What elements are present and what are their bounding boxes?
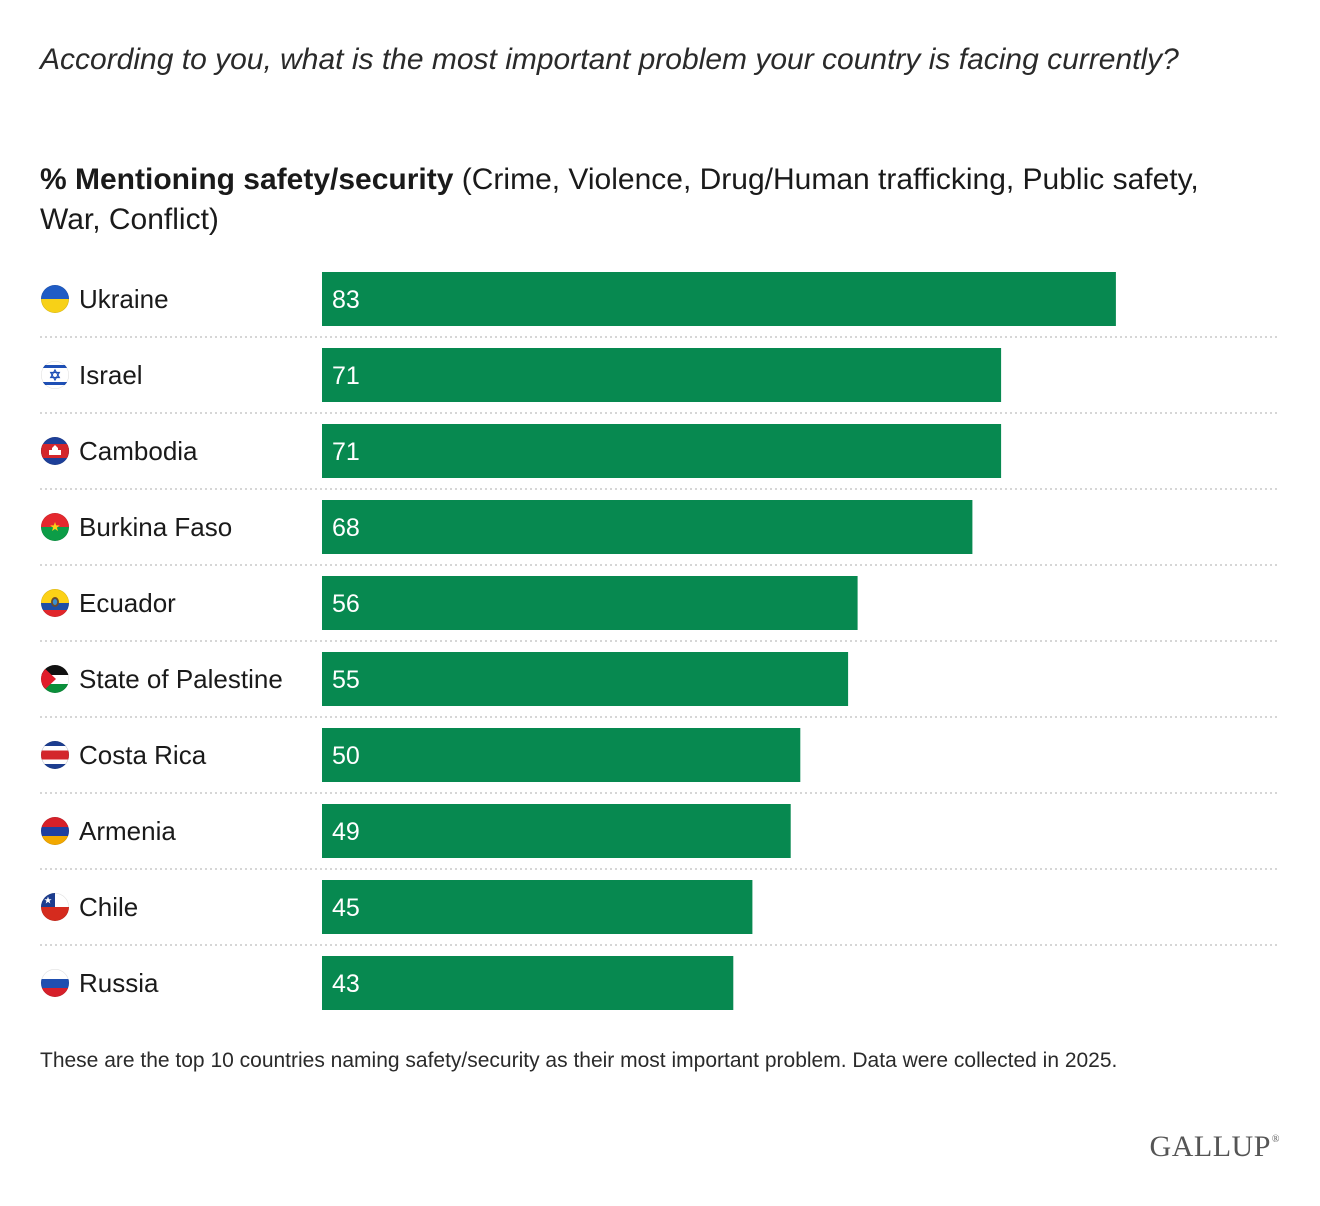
bar-value-burkina-faso: 68 (332, 514, 360, 542)
bar-burkina-faso (322, 500, 973, 554)
category-label-russia: Russia (79, 968, 159, 998)
category-label-costa-rica: Costa Rica (79, 740, 207, 770)
category-label-chile: Chile (79, 892, 138, 922)
bar-value-armenia: 49 (332, 818, 360, 846)
category-label-ecuador: Ecuador (79, 588, 176, 618)
bar-costa-rica (322, 728, 801, 782)
israel-flag-icon (41, 361, 69, 389)
gallup-logo: GALLUP® (1150, 1130, 1280, 1164)
category-label-cambodia: Cambodia (79, 436, 198, 466)
palestine-flag-icon (41, 665, 69, 693)
bar-chile (322, 880, 753, 934)
bar-value-israel: 71 (332, 362, 360, 390)
bar-value-russia: 43 (332, 970, 360, 998)
ukraine-flag-icon (41, 285, 69, 313)
chart-subtitle: % Mentioning safety/security (Crime, Vio… (40, 160, 1220, 240)
category-label-burkina-faso: Burkina Faso (79, 512, 232, 542)
bar-armenia (322, 804, 791, 858)
bar-state-of-palestine (322, 652, 849, 706)
cambodia-flag-icon (41, 437, 69, 465)
bar-value-state-of-palestine: 55 (332, 666, 360, 694)
category-label-ukraine: Ukraine (79, 284, 169, 314)
footnote: These are the top 10 countries naming sa… (40, 1049, 1118, 1072)
category-label-armenia: Armenia (79, 816, 176, 846)
bar-value-ukraine: 83 (332, 286, 360, 314)
subtitle-rest: (Crime, Violence, Drug/Human trafficking… (40, 163, 1199, 236)
bar-value-cambodia: 71 (332, 438, 360, 466)
russia-flag-icon (41, 969, 69, 997)
logo-registered-mark: ® (1271, 1134, 1280, 1145)
question-heading: According to you, what is the most impor… (40, 43, 1179, 76)
costa-rica-flag-icon (41, 741, 69, 769)
bar-cambodia (322, 424, 1002, 478)
armenia-flag-icon (41, 817, 69, 845)
bar-value-chile: 45 (332, 894, 360, 922)
ecuador-flag-icon (41, 589, 69, 617)
bar-value-costa-rica: 50 (332, 742, 360, 770)
bar-russia (322, 956, 734, 1010)
logo-text: GALLUP (1149, 1130, 1271, 1163)
bar-chart: Ukraine 83 Israel 71 Cambodia 71 Burkina Faso 6… (40, 272, 1278, 1010)
category-label-state-of-palestine: State of Palestine (79, 664, 283, 694)
bar-ukraine (322, 272, 1116, 326)
burkina-faso-flag-icon (41, 513, 69, 541)
bar-ecuador (322, 576, 858, 630)
subtitle-bold: % Mentioning safety/security (40, 163, 454, 196)
bar-israel (322, 348, 1002, 402)
chile-flag-icon (41, 893, 69, 921)
bar-value-ecuador: 56 (332, 590, 360, 618)
category-label-israel: Israel (79, 360, 143, 390)
